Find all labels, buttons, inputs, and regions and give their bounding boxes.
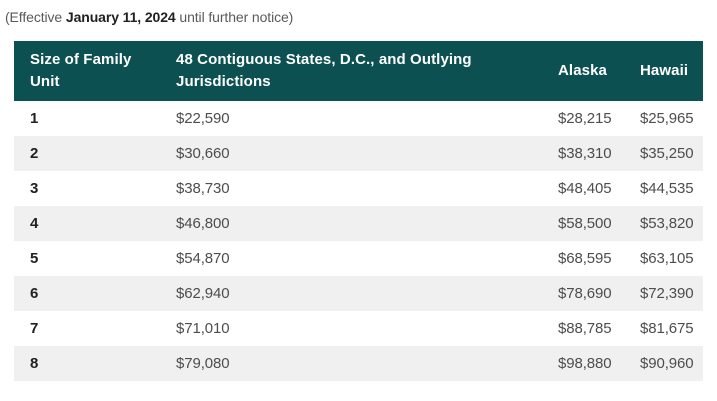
caption-prefix: (Effective xyxy=(5,9,66,25)
family-size-cell: 1 xyxy=(30,110,39,127)
contiguous-states-cell: $38,730 xyxy=(176,180,230,197)
col-header-alaska: Alaska xyxy=(542,41,624,101)
family-size-cell: 4 xyxy=(30,215,39,232)
family-size-cell: 2 xyxy=(30,145,39,162)
alaska-cell: $28,215 xyxy=(558,110,612,127)
contiguous-states-cell: $71,010 xyxy=(176,320,230,337)
alaska-cell: $48,405 xyxy=(558,180,612,197)
contiguous-states-cell: $54,870 xyxy=(176,250,230,267)
alaska-cell: $98,880 xyxy=(558,355,612,372)
contiguous-states-cell: $30,660 xyxy=(176,145,230,162)
table-row: 6 $62,940 $78,690 $72,390 xyxy=(14,276,703,311)
contiguous-states-cell: $79,080 xyxy=(176,355,230,372)
alaska-cell: $88,785 xyxy=(558,320,612,337)
caption-suffix: until further notice) xyxy=(175,9,294,25)
family-size-cell: 6 xyxy=(30,285,39,302)
table-row: 5 $54,870 $68,595 $63,105 xyxy=(14,241,703,276)
alaska-cell: $58,500 xyxy=(558,215,612,232)
hawaii-cell: $63,105 xyxy=(640,250,694,267)
hawaii-cell: $44,535 xyxy=(640,180,694,197)
hawaii-cell: $90,960 xyxy=(640,355,694,372)
alaska-cell: $38,310 xyxy=(558,145,612,162)
family-size-cell: 7 xyxy=(30,320,39,337)
effective-date-caption: (Effective January 11, 2024 until furthe… xyxy=(5,9,717,25)
table-row: 1 $22,590 $28,215 $25,965 xyxy=(14,101,703,136)
effective-date: January 11, 2024 xyxy=(65,9,176,25)
alaska-cell: $78,690 xyxy=(558,285,612,302)
contiguous-states-cell: $62,940 xyxy=(176,285,230,302)
table-row: 4 $46,800 $58,500 $53,820 xyxy=(14,206,703,241)
family-size-cell: 5 xyxy=(30,250,39,267)
table-body: 1 $22,590 $28,215 $25,965 2 $30,660 $38,… xyxy=(14,101,703,381)
family-size-cell: 3 xyxy=(30,180,39,197)
contiguous-states-cell: $46,800 xyxy=(176,215,230,232)
alaska-cell: $68,595 xyxy=(558,250,612,267)
col-header-contiguous-states: 48 Contiguous States, D.C., and Outlying… xyxy=(160,41,542,101)
header-row: Size of Family Unit 48 Contiguous States… xyxy=(14,41,703,101)
hawaii-cell: $81,675 xyxy=(640,320,694,337)
table-row: 2 $30,660 $38,310 $35,250 xyxy=(14,136,703,171)
table-header: Size of Family Unit 48 Contiguous States… xyxy=(14,41,703,101)
contiguous-states-cell: $22,590 xyxy=(176,110,230,127)
col-header-family-size: Size of Family Unit xyxy=(14,41,160,101)
col-header-hawaii: Hawaii xyxy=(624,41,703,101)
hawaii-cell: $35,250 xyxy=(640,145,694,162)
hawaii-cell: $72,390 xyxy=(640,285,694,302)
hawaii-cell: $25,965 xyxy=(640,110,694,127)
poverty-guidelines-table: Size of Family Unit 48 Contiguous States… xyxy=(14,41,703,381)
hawaii-cell: $53,820 xyxy=(640,215,694,232)
table-row: 8 $79,080 $98,880 $90,960 xyxy=(14,346,703,381)
family-size-cell: 8 xyxy=(30,355,39,372)
table-row: 3 $38,730 $48,405 $44,535 xyxy=(14,171,703,206)
table-row: 7 $71,010 $88,785 $81,675 xyxy=(14,311,703,346)
